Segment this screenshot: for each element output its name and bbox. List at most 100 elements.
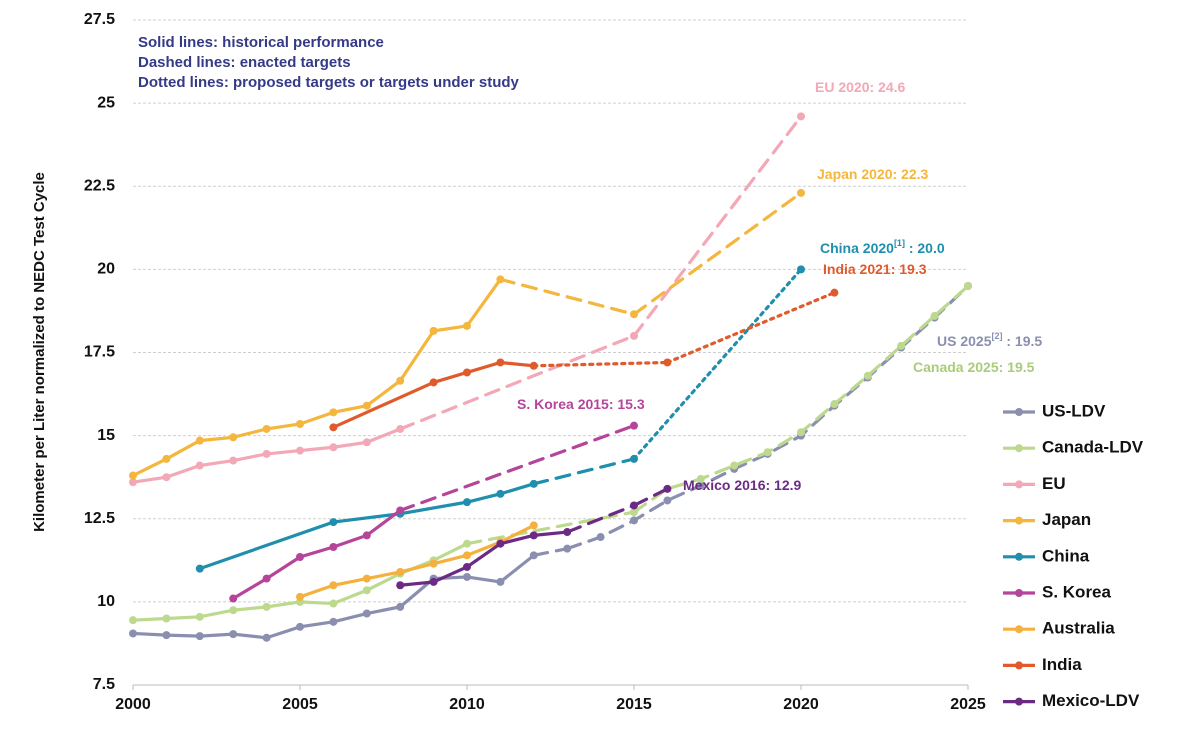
point	[630, 454, 638, 463]
point	[496, 358, 505, 367]
point	[296, 446, 304, 455]
point	[296, 622, 304, 631]
y-tick-label: 12.5	[84, 510, 115, 527]
point	[229, 456, 238, 465]
point	[162, 614, 171, 623]
point	[396, 376, 405, 385]
series-line	[198, 482, 536, 571]
annotation: China 2020[1] : 20.0	[820, 238, 945, 255]
point	[162, 473, 171, 482]
point	[463, 539, 471, 548]
legend-marker	[1015, 408, 1023, 416]
y-tick-label: 25	[97, 94, 115, 111]
y-axis-label: Kilometer per Liter normalized to NEDC T…	[31, 172, 48, 532]
point	[897, 341, 906, 350]
series-line	[298, 523, 536, 599]
annotation-sup: [1]	[894, 238, 905, 248]
x-tick-label: 2015	[616, 696, 652, 713]
point	[362, 531, 371, 540]
annotation-text: Mexico 2016: 12.9	[683, 477, 802, 493]
point	[229, 606, 238, 615]
annotation-rest: : 19.5	[1002, 333, 1042, 349]
annotation-text: EU 2020: 24.6	[815, 79, 905, 95]
point	[195, 632, 204, 641]
annotation-text: US 2025	[937, 333, 992, 349]
point	[362, 586, 371, 595]
annotation-sup: [2]	[991, 331, 1002, 341]
point	[329, 443, 338, 452]
legend-label: EU	[1042, 474, 1066, 493]
point	[362, 401, 371, 410]
legend-marker	[1015, 661, 1023, 670]
series-line	[565, 284, 970, 551]
y-tick-label: 22.5	[84, 177, 115, 194]
point	[529, 531, 538, 540]
point	[463, 562, 471, 571]
point	[429, 559, 438, 568]
note: Dotted lines: proposed targets or target…	[138, 74, 520, 91]
y-tick-label: 17.5	[84, 344, 115, 361]
connector	[398, 334, 636, 431]
annotation-text: India 2021: 19.3	[823, 261, 927, 277]
point	[329, 617, 338, 626]
legend-label: Canada-LDV	[1042, 438, 1144, 457]
legend-label: Mexico-LDV	[1042, 691, 1140, 710]
point	[129, 629, 137, 638]
point	[663, 484, 672, 493]
point	[429, 577, 438, 586]
point	[329, 581, 338, 590]
point	[496, 539, 505, 548]
note: Dashed lines: enacted targets	[138, 54, 351, 71]
point	[262, 574, 271, 583]
point	[797, 112, 805, 121]
point	[563, 528, 572, 537]
point	[362, 574, 371, 583]
point	[596, 533, 605, 542]
annotation: US 2025[2] : 19.5	[937, 331, 1042, 348]
point	[195, 436, 204, 445]
legend-label: US-LDV	[1042, 401, 1106, 420]
legend-label: India	[1042, 655, 1082, 674]
annotation-rest: : 20.0	[905, 240, 945, 256]
point	[129, 616, 137, 625]
point	[162, 631, 171, 640]
y-tick-label: 27.5	[84, 11, 115, 28]
point	[630, 516, 638, 525]
point	[463, 368, 471, 377]
legend-marker	[1015, 697, 1023, 706]
legend-label: China	[1042, 546, 1090, 565]
point	[930, 311, 939, 320]
connector	[632, 267, 803, 461]
connector	[398, 424, 636, 513]
point	[195, 612, 204, 621]
point	[463, 551, 471, 560]
x-tick-label: 2025	[950, 696, 986, 713]
series-line	[632, 114, 803, 338]
annotation: Japan 2020: 22.3	[817, 166, 929, 182]
point	[763, 448, 772, 457]
point	[830, 400, 839, 409]
legend-marker	[1015, 589, 1023, 597]
point	[630, 508, 638, 517]
point	[329, 408, 338, 417]
point	[262, 602, 271, 611]
x-tick-label: 2000	[115, 696, 151, 713]
point	[563, 544, 572, 553]
point	[195, 461, 204, 470]
point	[797, 265, 805, 274]
point	[463, 572, 471, 581]
point	[496, 275, 505, 284]
y-tick-label: 10	[97, 593, 115, 610]
point	[329, 599, 338, 608]
point	[663, 496, 672, 505]
point	[396, 506, 405, 515]
point	[429, 378, 438, 387]
point	[129, 471, 137, 480]
annotation: India 2021: 19.3	[823, 261, 927, 277]
point	[362, 438, 371, 447]
point	[630, 421, 638, 430]
annotation-text: Japan 2020: 22.3	[817, 166, 929, 182]
point	[262, 633, 271, 642]
legend-label: S. Korea	[1042, 582, 1112, 601]
annotation-text: China 2020	[820, 240, 894, 256]
